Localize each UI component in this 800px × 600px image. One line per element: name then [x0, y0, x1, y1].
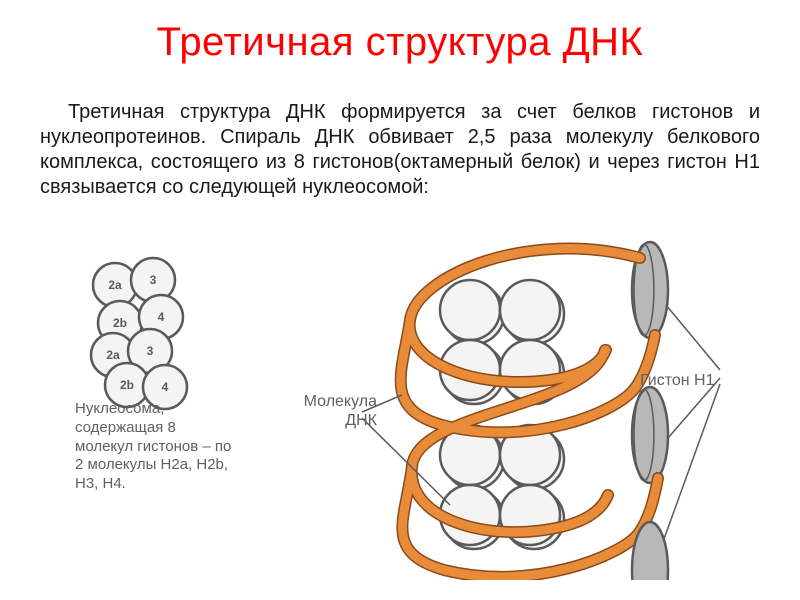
histone-sphere-label: 2a — [108, 278, 122, 292]
histone-sphere-label: 3 — [147, 344, 154, 358]
body-paragraph: Третичная структура ДНК формируется за с… — [40, 100, 760, 200]
histone-sphere-label: 2a — [106, 348, 120, 362]
pointer-line-h1 — [660, 384, 720, 550]
dna-label: Молекула ДНК — [282, 392, 377, 430]
nucleosome-caption: Нуклеосома, содержащая 8 молекул гистоно… — [75, 400, 235, 494]
histone-sphere-label: 3 — [150, 273, 157, 287]
h1-label: Гистон H1 — [640, 372, 760, 390]
histone-sphere — [500, 280, 560, 340]
histone-sphere-label: 2b — [120, 378, 134, 392]
left-histone-cluster: 2a 3 2b 4 2a 3 2b 4 — [91, 258, 187, 409]
slide-title: Третичная структура ДНК — [0, 20, 800, 65]
histone-sphere-label: 4 — [162, 380, 169, 394]
slide: Третичная структура ДНК Третичная структ… — [0, 0, 800, 600]
right-nucleosome-diagram — [362, 242, 720, 580]
pointer-line-h1 — [666, 305, 720, 370]
histone-sphere-label: 4 — [158, 310, 165, 324]
histone-sphere-label: 2b — [113, 316, 127, 330]
histone-sphere — [440, 280, 500, 340]
